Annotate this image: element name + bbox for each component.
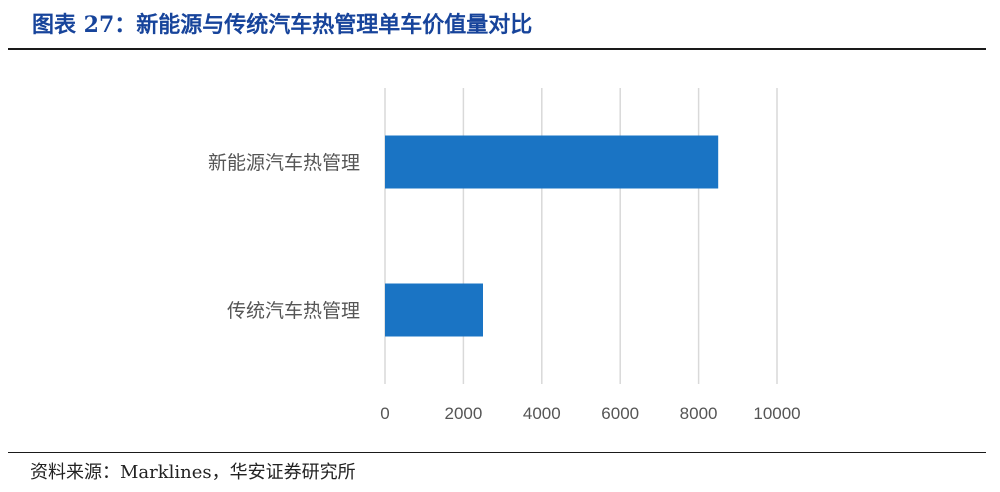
x-tick-label: 8000 bbox=[680, 404, 718, 423]
x-tick-label: 10000 bbox=[753, 404, 800, 423]
footer-divider bbox=[8, 452, 986, 453]
x-tick-label: 0 bbox=[380, 404, 389, 423]
chart-grid bbox=[384, 88, 778, 384]
source-note: 资料来源：Marklines，华安证券研究所 bbox=[30, 462, 356, 483]
title-divider bbox=[8, 48, 986, 50]
bar-1 bbox=[385, 283, 483, 337]
category-label: 传统汽车热管理 bbox=[227, 300, 360, 322]
category-label: 新能源汽车热管理 bbox=[208, 152, 360, 174]
chart-bars bbox=[385, 135, 719, 337]
bar-0 bbox=[385, 135, 719, 189]
chart-tick-labels: 0 2000 4000 6000 8000 10000 bbox=[380, 404, 800, 423]
x-tick-label: 6000 bbox=[601, 404, 639, 423]
page-title: 图表 27：新能源与传统汽车热管理单车价值量对比 bbox=[32, 12, 533, 38]
x-tick-label: 2000 bbox=[444, 404, 482, 423]
x-tick-label: 4000 bbox=[523, 404, 561, 423]
